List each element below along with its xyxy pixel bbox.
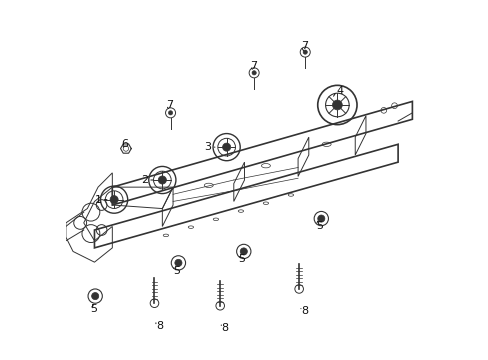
Circle shape: [222, 143, 230, 151]
Text: 2: 2: [141, 175, 148, 185]
Text: 5: 5: [238, 254, 245, 264]
Circle shape: [332, 100, 342, 110]
Circle shape: [110, 195, 118, 204]
Circle shape: [158, 176, 166, 184]
Circle shape: [168, 111, 172, 115]
Text: 4: 4: [336, 86, 343, 96]
Text: 7: 7: [165, 100, 173, 110]
Text: 5: 5: [90, 304, 97, 314]
Circle shape: [175, 259, 182, 266]
Circle shape: [317, 215, 324, 222]
Text: 6: 6: [121, 139, 128, 149]
Circle shape: [303, 50, 307, 54]
Text: 7: 7: [300, 41, 307, 51]
Text: 8: 8: [221, 323, 228, 333]
Text: 8: 8: [300, 306, 307, 316]
Circle shape: [240, 248, 247, 255]
Text: 5: 5: [315, 221, 322, 231]
Text: 1: 1: [94, 195, 102, 204]
Circle shape: [251, 71, 256, 75]
Text: 5: 5: [173, 266, 180, 276]
Circle shape: [91, 293, 99, 300]
Text: 8: 8: [156, 321, 163, 332]
Text: 7: 7: [249, 61, 257, 71]
Text: 3: 3: [204, 142, 211, 152]
